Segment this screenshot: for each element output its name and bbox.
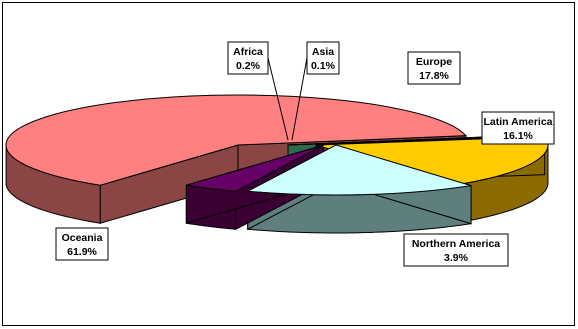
label-box-northern-america [403,233,509,267]
leader-line-asia [291,57,308,141]
slice-name-africa: Africa [233,46,263,58]
slice-name-latin-america: Latin America [483,116,552,128]
slice-value-northern-america: 3.9% [444,252,469,264]
label-box-europe [407,51,461,85]
label-box-asia [306,41,340,75]
label-box-oceania [55,227,109,261]
slice-name-oceania: Oceania [62,232,103,244]
slice-value-asia: 0.1% [311,60,336,72]
slice-value-oceania: 61.9% [67,246,97,258]
slice-name-europe: Europe [416,56,452,68]
pie-labels: Oceania 61.9% Africa 0.2% Asia 0.1% Europe 17.8… [55,41,555,267]
pie-tops [5,94,549,196]
label-box-africa [227,41,269,75]
pie-slice-oceania [5,94,467,186]
slice-value-europe: 17.8% [419,70,449,82]
slice-value-africa: 0.2% [236,60,261,72]
pie-slice-northern-america [186,144,325,192]
slice-value-latin-america: 16.1% [503,130,533,142]
pie-slice-latin-america [245,144,472,196]
slice-name-northern-america: Northern America [412,238,500,250]
slice-name-asia: Asia [312,46,334,58]
leader-line-africa [267,57,289,141]
label-box-latin-america [481,111,555,145]
